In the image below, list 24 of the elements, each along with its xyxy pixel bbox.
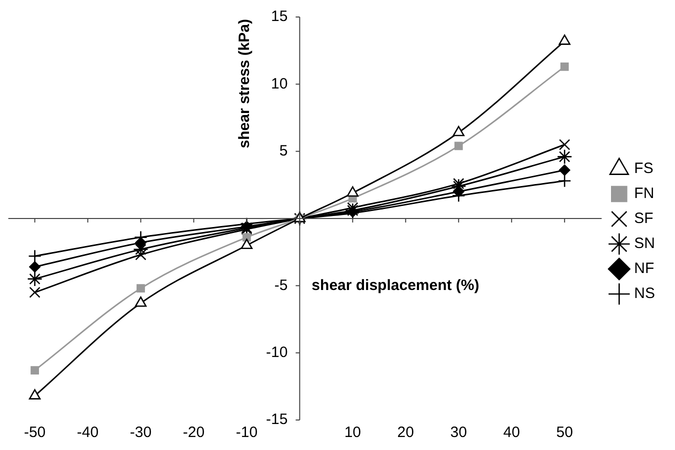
legend-label: SF — [634, 210, 654, 228]
y-tick-label: 10 — [270, 75, 288, 92]
y-tick-label: 15 — [270, 8, 288, 26]
y-axis-title: shear stress (kPa) — [236, 19, 253, 148]
y-tick-label: 5 — [279, 142, 288, 160]
x-tick-label: -50 — [24, 424, 46, 442]
x-tick-label: 20 — [397, 424, 414, 442]
x-axis-title: shear displacement (%) — [312, 276, 480, 294]
legend-label: FS — [634, 160, 654, 178]
x-tick-label: -20 — [182, 424, 205, 442]
x-tick-label: -30 — [130, 424, 152, 442]
x-tick-label: -10 — [236, 424, 258, 442]
y-tick-label: -10 — [266, 344, 288, 361]
legend-label: SN — [634, 235, 656, 252]
x-tick-label: -40 — [76, 424, 99, 442]
y-tick-label: -5 — [274, 276, 288, 294]
x-tick-label: 10 — [344, 424, 362, 442]
x-tick-label: 40 — [503, 424, 520, 442]
legend-label: NF — [634, 260, 654, 278]
legend-label: FN — [634, 185, 654, 202]
legend-label: NS — [634, 285, 656, 302]
x-tick-label: 50 — [556, 424, 573, 442]
y-tick-label: -15 — [266, 411, 288, 428]
x-tick-label: 30 — [450, 424, 467, 442]
